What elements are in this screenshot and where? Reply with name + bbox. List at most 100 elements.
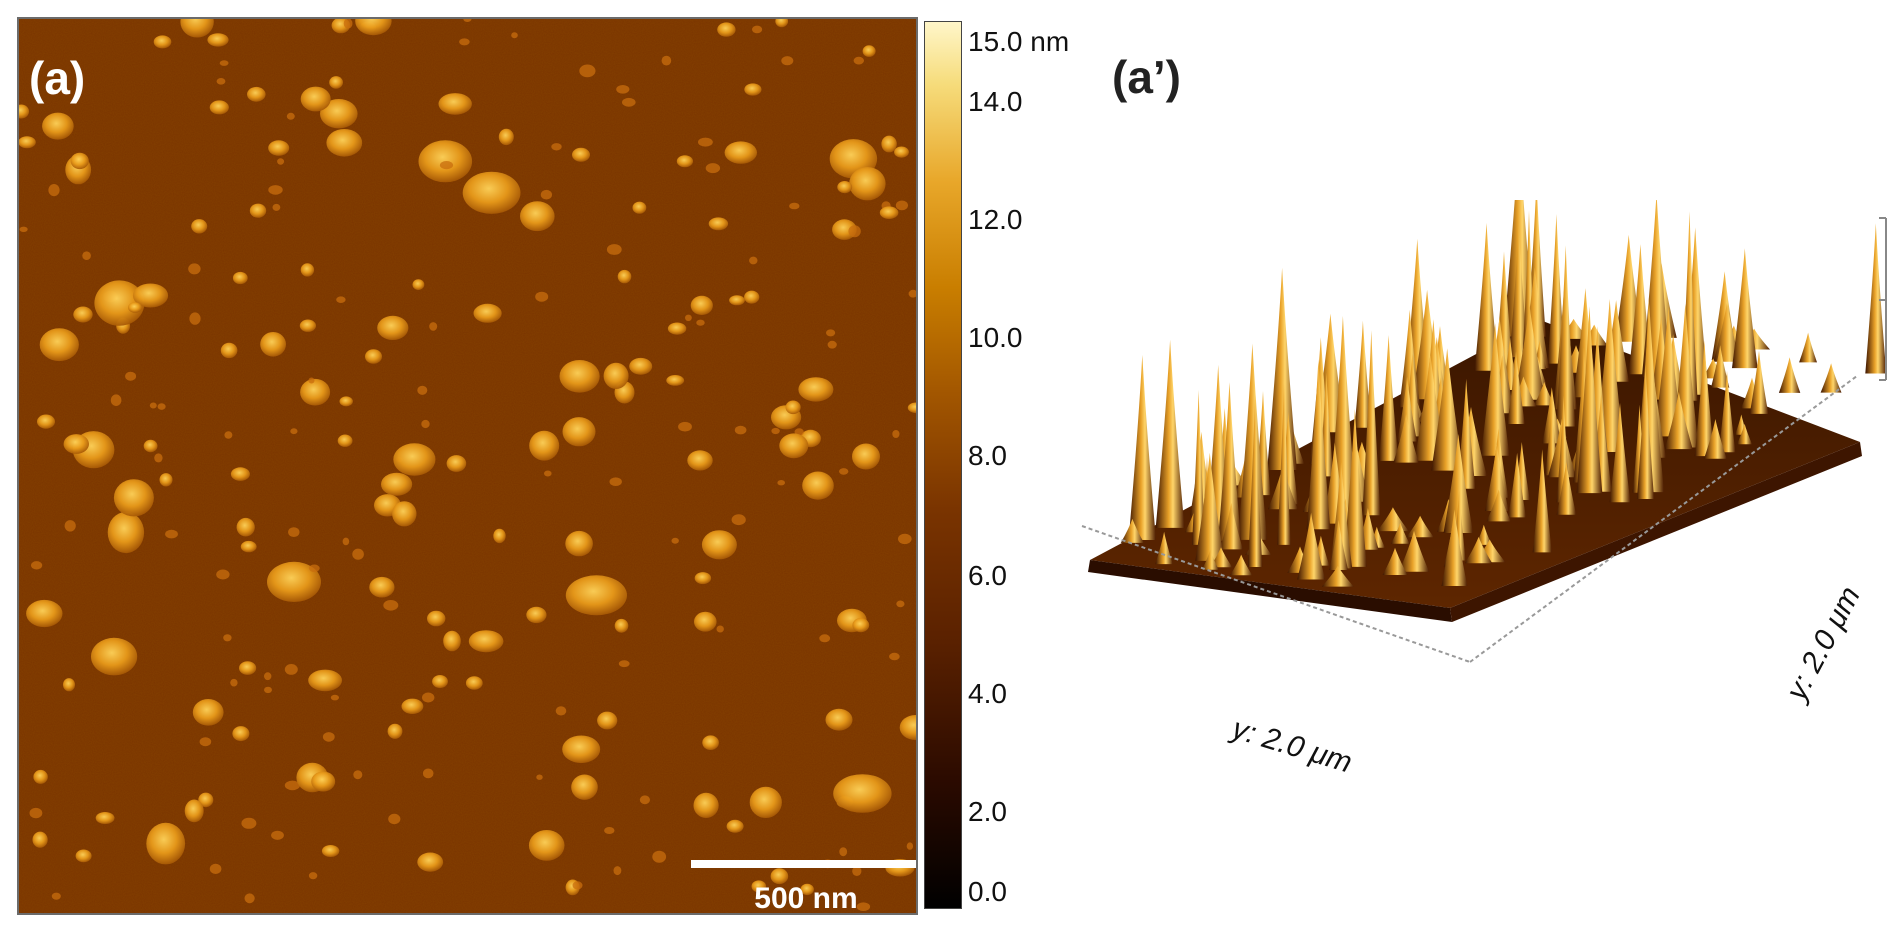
particle xyxy=(536,774,543,780)
particle xyxy=(300,86,331,112)
particle xyxy=(465,676,483,690)
surface-spike xyxy=(1237,343,1268,540)
particle xyxy=(666,375,685,386)
particle xyxy=(381,472,413,496)
particle xyxy=(898,533,912,545)
surface-spike xyxy=(1406,515,1434,538)
particle xyxy=(749,256,758,265)
particle xyxy=(184,799,204,823)
particle xyxy=(895,200,909,211)
particle xyxy=(652,850,667,863)
particle xyxy=(520,201,555,232)
particle xyxy=(908,289,916,298)
particle xyxy=(661,55,672,66)
colorbar-tick-6: 4.0 xyxy=(968,678,1007,709)
colorbar-tick-2: 12.0 xyxy=(968,204,1023,235)
surface-spike xyxy=(1195,452,1225,561)
particle xyxy=(284,780,300,791)
particle xyxy=(881,135,897,153)
particle xyxy=(724,141,757,164)
particle xyxy=(260,332,286,357)
surface-spike xyxy=(1711,345,1730,388)
particle xyxy=(377,315,409,340)
particle xyxy=(189,312,201,325)
particle xyxy=(369,576,395,598)
particle xyxy=(696,319,705,326)
particle xyxy=(678,421,692,432)
particle xyxy=(907,402,916,414)
particle xyxy=(284,664,298,675)
particle xyxy=(422,692,435,703)
surface-spike xyxy=(1362,330,1381,516)
particle xyxy=(299,319,316,332)
particle xyxy=(528,830,565,861)
particle xyxy=(785,400,801,415)
surface-spike xyxy=(1486,489,1511,522)
particle xyxy=(159,473,173,487)
particle xyxy=(781,56,794,66)
particle xyxy=(798,377,834,402)
particle xyxy=(95,812,115,824)
particle xyxy=(771,427,780,435)
afm-3d-surface xyxy=(1081,200,1887,663)
surface-spike xyxy=(1737,423,1752,445)
surface-spike xyxy=(1202,549,1219,570)
particle xyxy=(230,678,238,687)
particle xyxy=(42,112,74,140)
particle xyxy=(439,161,454,170)
particle xyxy=(826,329,836,337)
surface-spike xyxy=(1120,518,1144,543)
particle xyxy=(320,99,358,129)
particle xyxy=(311,771,336,792)
surface-spike xyxy=(1664,391,1693,450)
surface-spike xyxy=(1443,433,1474,533)
particle xyxy=(308,564,320,573)
particle xyxy=(729,295,745,306)
particle xyxy=(597,711,618,730)
particle xyxy=(300,263,315,277)
colorbar-tick-3: 10.0 xyxy=(968,322,1023,353)
particle xyxy=(572,881,583,890)
particle xyxy=(220,342,238,359)
particle xyxy=(701,530,737,560)
particle xyxy=(322,732,335,742)
surface-spike xyxy=(1441,509,1468,586)
particle xyxy=(63,678,75,692)
surface-spike xyxy=(1219,502,1243,550)
particle xyxy=(39,328,79,362)
particle xyxy=(188,263,201,275)
particle xyxy=(336,296,346,304)
particle xyxy=(149,402,157,409)
surface-spike xyxy=(1382,547,1408,575)
particle xyxy=(417,385,428,395)
particle xyxy=(493,528,506,544)
particle xyxy=(412,279,425,290)
particle xyxy=(685,314,692,321)
particle xyxy=(432,675,448,688)
particle xyxy=(417,852,444,872)
particle xyxy=(839,847,848,857)
particle xyxy=(852,866,862,876)
surface-spike xyxy=(1576,306,1603,494)
particle xyxy=(421,419,430,429)
particle xyxy=(459,38,470,46)
surface-spike xyxy=(1609,402,1631,503)
particle xyxy=(355,19,392,36)
surface-spike xyxy=(1556,461,1577,515)
particle xyxy=(639,795,651,805)
particle xyxy=(879,206,899,219)
particle xyxy=(690,295,713,315)
scale-bar: 500 nm xyxy=(691,860,916,913)
particle xyxy=(694,572,712,585)
particle xyxy=(693,792,719,819)
surface-spike xyxy=(1654,306,1683,437)
surface-spike xyxy=(1508,452,1526,518)
surface-spike xyxy=(1378,335,1399,461)
particle xyxy=(779,433,809,459)
surface-spike xyxy=(1218,382,1241,541)
particle xyxy=(308,669,342,692)
particle xyxy=(462,171,521,214)
particle xyxy=(770,868,789,885)
surface-spike xyxy=(1532,449,1552,553)
particle xyxy=(744,83,762,96)
